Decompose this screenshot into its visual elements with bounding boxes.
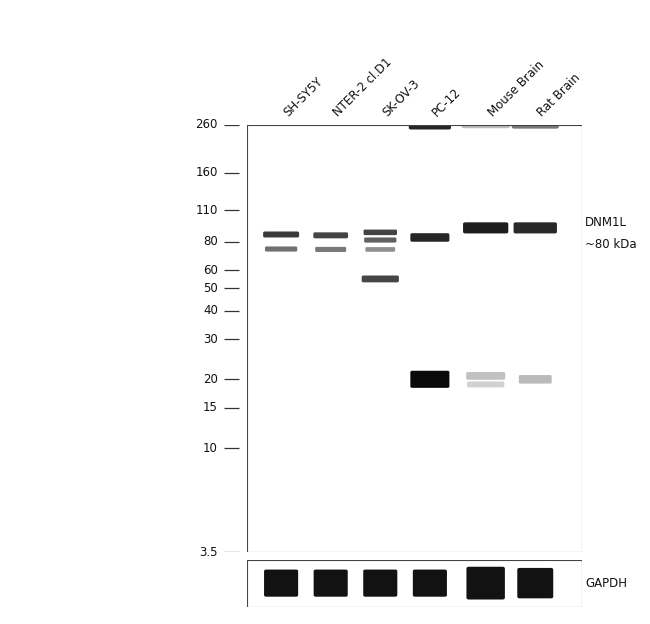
FancyBboxPatch shape xyxy=(363,570,397,597)
FancyBboxPatch shape xyxy=(517,568,553,598)
Text: GAPDH: GAPDH xyxy=(585,577,627,590)
Text: 40: 40 xyxy=(203,304,218,317)
Text: 3.5: 3.5 xyxy=(200,546,218,558)
Text: 260: 260 xyxy=(196,119,218,131)
FancyBboxPatch shape xyxy=(512,121,559,129)
Text: Mouse Brain: Mouse Brain xyxy=(486,58,547,119)
Text: 60: 60 xyxy=(203,264,218,277)
Text: SH-SY5Y: SH-SY5Y xyxy=(281,75,325,119)
FancyBboxPatch shape xyxy=(361,276,399,282)
Text: 10: 10 xyxy=(203,442,218,454)
FancyBboxPatch shape xyxy=(365,247,395,252)
Text: SK-OV-3: SK-OV-3 xyxy=(380,77,423,119)
Text: 110: 110 xyxy=(196,203,218,217)
FancyBboxPatch shape xyxy=(410,233,449,241)
FancyBboxPatch shape xyxy=(315,247,346,252)
FancyBboxPatch shape xyxy=(519,375,552,384)
Text: PC-12: PC-12 xyxy=(430,85,463,119)
FancyBboxPatch shape xyxy=(467,567,505,600)
Text: 20: 20 xyxy=(203,373,218,386)
Text: 30: 30 xyxy=(203,333,218,346)
FancyBboxPatch shape xyxy=(462,122,510,128)
Text: 15: 15 xyxy=(203,401,218,414)
Text: 160: 160 xyxy=(196,167,218,180)
Text: Rat Brain: Rat Brain xyxy=(535,71,583,119)
Text: 50: 50 xyxy=(203,282,218,295)
FancyBboxPatch shape xyxy=(410,371,449,388)
FancyBboxPatch shape xyxy=(363,230,397,235)
FancyBboxPatch shape xyxy=(409,120,451,130)
Text: ~80 kDa: ~80 kDa xyxy=(585,238,636,251)
Bar xyxy=(247,125,582,552)
Text: DNM1L: DNM1L xyxy=(585,217,627,230)
FancyBboxPatch shape xyxy=(514,222,557,233)
FancyBboxPatch shape xyxy=(314,570,348,597)
FancyBboxPatch shape xyxy=(413,570,447,597)
FancyBboxPatch shape xyxy=(264,570,298,597)
Bar xyxy=(247,560,582,607)
FancyBboxPatch shape xyxy=(463,222,508,233)
FancyBboxPatch shape xyxy=(466,372,505,380)
FancyBboxPatch shape xyxy=(265,246,297,251)
Text: 80: 80 xyxy=(203,235,218,248)
FancyBboxPatch shape xyxy=(313,232,348,238)
FancyBboxPatch shape xyxy=(263,232,299,238)
Text: NTER-2 cl.D1: NTER-2 cl.D1 xyxy=(331,56,394,119)
FancyBboxPatch shape xyxy=(364,238,396,243)
FancyBboxPatch shape xyxy=(467,381,504,388)
